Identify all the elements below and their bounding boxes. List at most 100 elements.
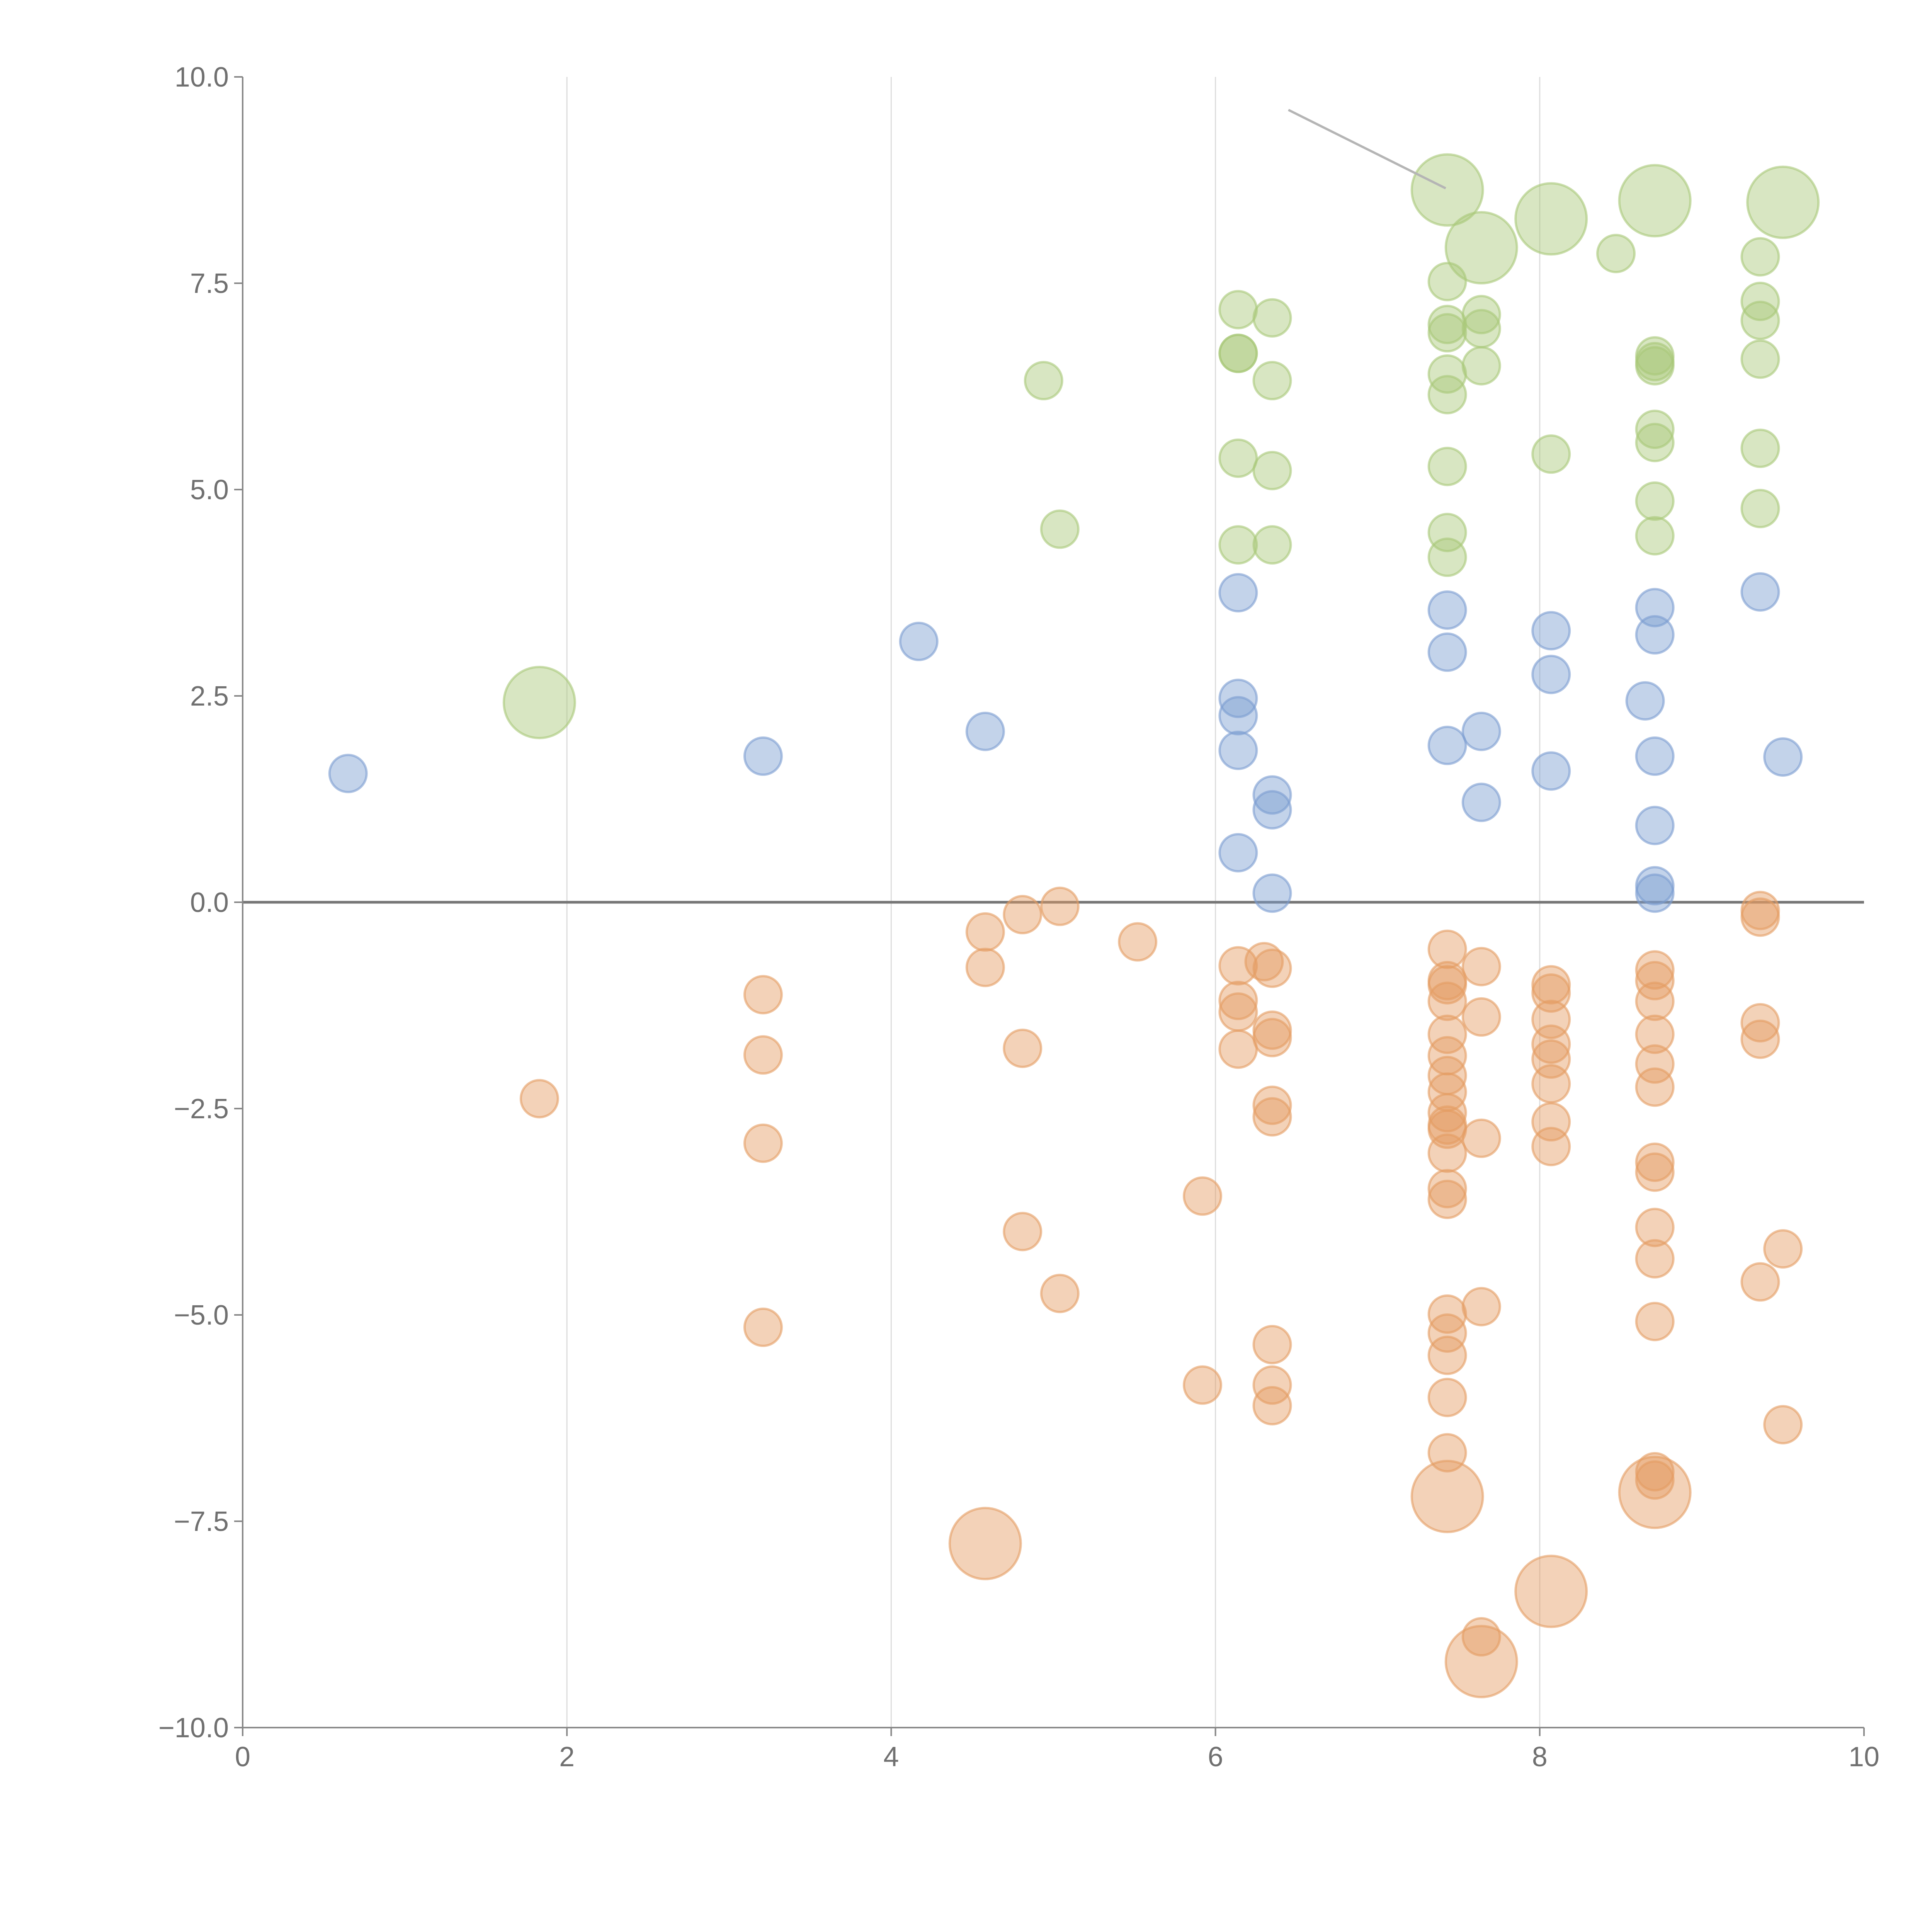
data-points [328, 153, 1820, 1699]
orange-point [1427, 1093, 1467, 1133]
orange-point [1740, 897, 1780, 937]
green-point [1218, 525, 1258, 565]
orange-point [1635, 1239, 1675, 1279]
annotation-line [1288, 109, 1446, 190]
axes: 0 2 4 6 8 10 10.0 7.5 5.0 2.5 0.0 −2.5 −5.0 −7.5 −10.0 [158, 62, 1879, 1772]
orange-point [1763, 1405, 1803, 1445]
green-point [1635, 346, 1675, 386]
orange-point [1531, 965, 1571, 1005]
blue-point [1635, 588, 1675, 628]
blue-point [1740, 572, 1780, 612]
orange-point [1427, 981, 1467, 1021]
blue-point [1531, 751, 1571, 791]
green-point [1746, 165, 1820, 239]
orange-point [1635, 1460, 1675, 1500]
x-tick-label: 4 [883, 1742, 899, 1772]
blue-point [899, 622, 939, 662]
green-point [1635, 516, 1675, 556]
orange-point [1118, 922, 1158, 962]
orange-point [1635, 981, 1675, 1021]
y-tick-label: −5.0 [174, 1300, 229, 1331]
annotation [1288, 109, 1446, 190]
green-point [1252, 451, 1292, 490]
x-tick-label: 8 [1532, 1742, 1548, 1772]
orange-point [1531, 1064, 1571, 1104]
green-point [1635, 410, 1675, 449]
orange-point [1427, 1133, 1467, 1173]
blue-point [1763, 737, 1803, 777]
y-tick-label: −7.5 [174, 1506, 229, 1537]
green-point [1252, 525, 1292, 565]
orange-point [1461, 1118, 1501, 1158]
blue-point [1218, 730, 1258, 770]
orange-point [1252, 1097, 1292, 1137]
green-point [1740, 237, 1780, 277]
orange-point [1040, 1274, 1080, 1313]
orange-point [1427, 1335, 1467, 1375]
orange-point [1427, 1179, 1467, 1219]
orange-point [965, 912, 1005, 952]
orange-point [1427, 929, 1467, 969]
orange-point [1635, 1014, 1675, 1054]
orange-point [519, 1079, 559, 1119]
orange-point [743, 975, 783, 1015]
orange-point [965, 947, 1005, 987]
blue-point [1252, 873, 1292, 913]
green-point [1410, 153, 1484, 227]
green-point [502, 666, 576, 740]
orange-point [1252, 948, 1292, 988]
orange-point [1218, 1029, 1258, 1069]
x-tick-label: 0 [235, 1742, 250, 1772]
x-tick-label: 2 [559, 1742, 575, 1772]
orange-point [1740, 1262, 1780, 1302]
orange-point [1635, 1044, 1675, 1084]
orange-point [1514, 1554, 1588, 1628]
y-tick-label: 2.5 [190, 681, 229, 712]
orange-point [1252, 1085, 1292, 1125]
green-point [1514, 182, 1588, 256]
green-point [1461, 346, 1501, 386]
blue-point [1218, 696, 1258, 736]
orange-point [1218, 981, 1258, 1020]
orange-point [1763, 1229, 1803, 1269]
blue-point [328, 753, 368, 793]
green-point [1740, 339, 1780, 379]
orange-point [1444, 1625, 1518, 1699]
green-point [1252, 361, 1292, 401]
orange-point [1427, 1378, 1467, 1417]
green-point [1596, 234, 1636, 274]
orange-point [1635, 1208, 1675, 1247]
orange-point [1252, 1386, 1292, 1425]
orange-point [1427, 1169, 1467, 1209]
orange-point [1635, 1302, 1675, 1342]
y-tick-label: 5.0 [190, 474, 229, 505]
green-point [1427, 313, 1467, 353]
orange-point [1635, 961, 1675, 1000]
blue-point [743, 736, 783, 776]
blue-point [1635, 615, 1675, 655]
orange-point [1003, 1029, 1043, 1068]
y-tick-label: −2.5 [174, 1094, 229, 1124]
blue-point [1461, 782, 1501, 822]
orange-point [1252, 1018, 1292, 1058]
orange-point [1740, 1019, 1780, 1059]
blue-point [1531, 655, 1571, 694]
green-point [1461, 295, 1501, 335]
green-point [1427, 375, 1467, 415]
blue-point [1218, 833, 1258, 872]
y-tick-label: 7.5 [190, 268, 229, 299]
y-tick-label: 10.0 [175, 62, 229, 93]
blue-point [1461, 711, 1501, 751]
orange-point [1531, 1024, 1571, 1064]
blue-point [1427, 590, 1467, 630]
orange-point [1410, 1459, 1484, 1533]
orange-point [1461, 1287, 1501, 1327]
orange-point [1252, 1365, 1292, 1405]
green-point [1427, 447, 1467, 486]
green-point [1024, 361, 1063, 401]
blue-point [1635, 736, 1675, 776]
orange-point [1003, 1212, 1043, 1252]
orange-point [1635, 1452, 1675, 1492]
orange-point [1427, 1313, 1467, 1353]
